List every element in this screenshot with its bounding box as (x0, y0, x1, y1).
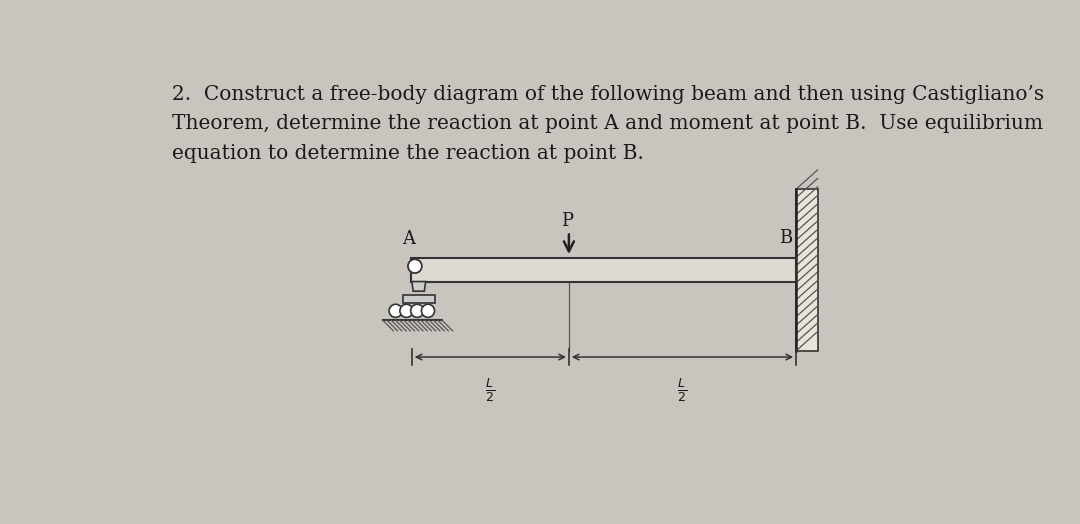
Text: 2.  Construct a free-body diagram of the following beam and then using Castiglia: 2. Construct a free-body diagram of the … (173, 85, 1044, 104)
Text: P: P (561, 213, 572, 231)
Text: Theorem, determine the reaction at point A and moment at point B.  Use equilibri: Theorem, determine the reaction at point… (173, 114, 1043, 134)
Text: B: B (780, 230, 793, 247)
Text: A: A (402, 230, 415, 248)
Polygon shape (411, 281, 426, 291)
Bar (411, 258, 796, 281)
Bar (403, 296, 435, 303)
Circle shape (410, 304, 423, 318)
Text: $\frac{L}{2}$: $\frac{L}{2}$ (485, 376, 496, 404)
Circle shape (389, 304, 402, 318)
Text: $\frac{L}{2}$: $\frac{L}{2}$ (677, 376, 688, 404)
Circle shape (408, 259, 422, 273)
Circle shape (421, 304, 434, 318)
Circle shape (400, 304, 413, 318)
Text: equation to determine the reaction at point B.: equation to determine the reaction at po… (173, 144, 645, 163)
Bar (796, 189, 818, 351)
